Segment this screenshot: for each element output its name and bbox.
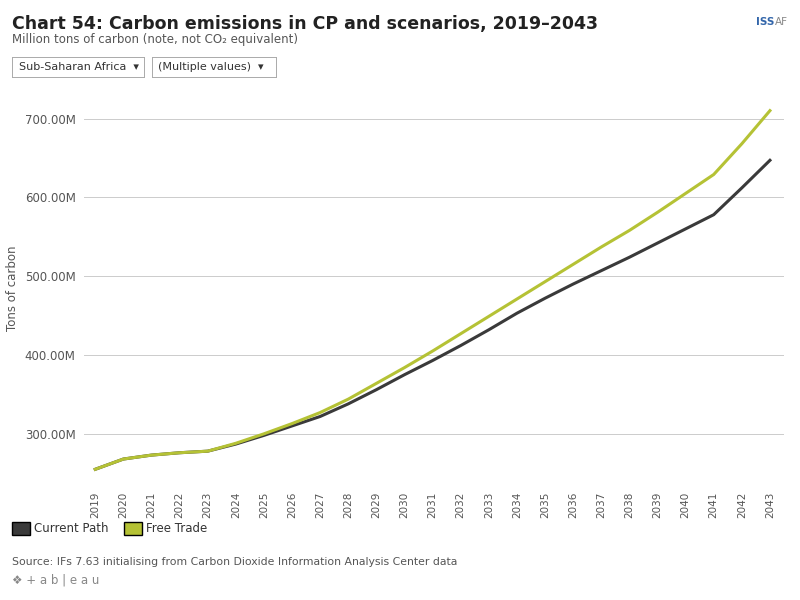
Text: Source: IFs 7.63 initialising from Carbon Dioxide Information Analysis Center da: Source: IFs 7.63 initialising from Carbo… (12, 557, 458, 567)
Text: Million tons of carbon (note, not CO₂ equivalent): Million tons of carbon (note, not CO₂ eq… (12, 33, 298, 46)
Text: Sub-Saharan Africa  ▾: Sub-Saharan Africa ▾ (18, 62, 138, 72)
Text: Chart 54: Carbon emissions in CP and scenarios, 2019–2043: Chart 54: Carbon emissions in CP and sce… (12, 15, 598, 33)
Text: Current Path: Current Path (34, 522, 108, 535)
Text: (Multiple values)  ▾: (Multiple values) ▾ (158, 62, 264, 72)
Text: AF: AF (775, 17, 788, 27)
Text: ISS: ISS (756, 17, 774, 27)
Text: Free Trade: Free Trade (146, 522, 208, 535)
Text: ❖ + a b | e a u: ❖ + a b | e a u (12, 574, 99, 587)
Y-axis label: Tons of carbon: Tons of carbon (6, 245, 19, 331)
